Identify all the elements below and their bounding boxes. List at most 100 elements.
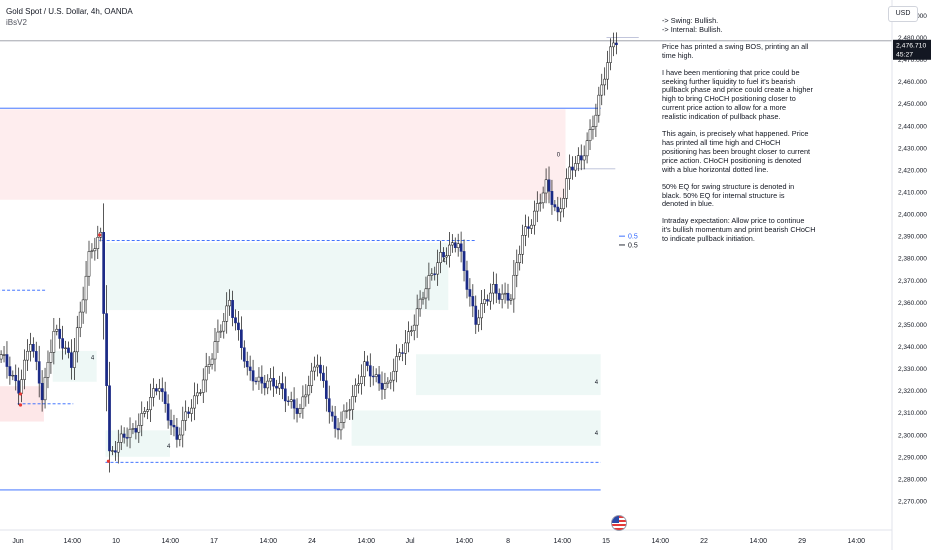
bull-candle — [404, 342, 407, 354]
y-tick-label: 2,270.000 — [898, 498, 927, 505]
bull-candle — [612, 42, 615, 48]
bull-candle — [55, 328, 59, 332]
bull-candle — [20, 379, 23, 394]
x-tick-label: 14:00 — [456, 538, 474, 545]
supply-zone — [0, 109, 566, 200]
indicator-name[interactable]: iBsV2 — [6, 18, 27, 27]
bull-candle — [64, 347, 67, 349]
y-tick-label: 2,320.000 — [898, 388, 927, 395]
bear-candle — [14, 374, 18, 382]
y-tick-label: 2,280.000 — [898, 476, 927, 483]
bull-candle — [562, 198, 566, 209]
bear-candle — [465, 270, 469, 290]
bull-candle — [210, 358, 214, 365]
bear-candle — [61, 338, 64, 349]
bear-candle — [324, 380, 328, 399]
bull-candle — [512, 274, 516, 300]
bear-candle — [553, 204, 557, 208]
eq-label: 0.5 — [628, 234, 638, 241]
bear-candle — [187, 411, 190, 414]
bull-candle — [216, 331, 220, 342]
note-line: realistic indication of pullback phase. — [662, 112, 781, 122]
note-line: positioning has been brought closer to c… — [662, 146, 811, 156]
bull-candle — [181, 420, 185, 436]
note-line: time high. — [662, 50, 694, 60]
bull-candle — [360, 376, 363, 384]
analysis-note: -> Swing: Bullish. -> Internal: Bullish.… — [662, 16, 852, 252]
bull-candle — [23, 359, 26, 380]
bear-candle — [286, 400, 290, 402]
bull-candle — [582, 155, 586, 161]
y-tick-label: 2,360.000 — [898, 300, 927, 307]
note-line: with a blue horizontal dotted line. — [662, 164, 769, 174]
x-tick-label: 14:00 — [750, 538, 768, 545]
x-tick-label: Jun — [12, 538, 23, 545]
bull-candle — [415, 308, 419, 326]
bear-candle — [459, 243, 463, 252]
bull-candle — [128, 428, 132, 438]
swing-bias: -> Swing: Bullish. — [662, 16, 719, 25]
swing-marker — [98, 233, 102, 237]
bull-candle — [518, 253, 522, 264]
bull-candle — [409, 330, 413, 332]
bear-candle — [231, 300, 234, 318]
bull-candle — [591, 126, 595, 130]
note-paragraph: Intraday expectation: Allow price to con… — [662, 216, 852, 244]
zone-label: 4 — [595, 431, 599, 437]
bull-candle — [119, 433, 123, 443]
bull-candle — [363, 361, 366, 377]
y-tick-label: 2,380.000 — [898, 256, 927, 263]
bull-candle — [348, 409, 352, 411]
bear-candle — [471, 296, 475, 307]
bull-candle — [81, 299, 85, 313]
note-line: high to bring CHoCH positioning closer t… — [662, 94, 796, 104]
bull-candle — [0, 354, 3, 360]
bull-candle — [198, 392, 202, 394]
symbol-title[interactable]: Gold Spot / U.S. Dollar, 4h, OANDA — [6, 7, 133, 16]
swing-marker — [18, 403, 23, 407]
bull-candle — [75, 327, 79, 353]
bear-candle — [175, 426, 179, 440]
last-price-value: 2,476.710 — [896, 42, 926, 49]
us-flag-icon[interactable] — [611, 515, 627, 531]
bear-candle — [251, 370, 255, 382]
bull-candle — [228, 300, 231, 307]
bear-candle — [108, 385, 111, 452]
bear-candle — [234, 317, 237, 324]
bear-candle — [330, 411, 334, 417]
y-tick-label: 2,420.000 — [898, 167, 927, 174]
bear-candle — [105, 313, 108, 386]
bull-candle — [178, 434, 182, 440]
bull-candle — [90, 250, 94, 252]
bear-candle — [40, 382, 44, 401]
bear-candle — [8, 366, 12, 377]
demand-zone — [105, 242, 449, 311]
x-tick-label: 29 — [798, 538, 806, 545]
bull-candle — [289, 399, 293, 402]
note-line: Intraday expectation: Allow price to con… — [662, 216, 805, 226]
bull-candle — [521, 235, 524, 255]
bull-candle — [421, 297, 425, 300]
bear-candle — [442, 252, 445, 258]
bear-candle — [433, 273, 437, 275]
bull-candle — [143, 411, 147, 414]
bear-candle — [155, 388, 158, 392]
bear-candle — [615, 42, 618, 46]
bull-candle — [301, 396, 305, 409]
bull-candle — [541, 192, 545, 204]
bull-candle — [225, 305, 229, 322]
currency-selector[interactable]: USD — [888, 6, 918, 22]
bear-candle — [122, 433, 126, 438]
note-line: price action. CHoCH positioning is denot… — [662, 155, 802, 165]
bull-candle — [515, 262, 519, 276]
y-tick-label: 2,440.000 — [898, 123, 927, 130]
bull-candle — [535, 203, 539, 212]
bull-candle — [407, 331, 410, 344]
bull-candle — [418, 298, 422, 310]
bear-candle — [102, 232, 106, 314]
x-tick-label: 14:00 — [848, 538, 866, 545]
bull-candle — [600, 84, 604, 96]
bear-candle — [336, 428, 340, 431]
